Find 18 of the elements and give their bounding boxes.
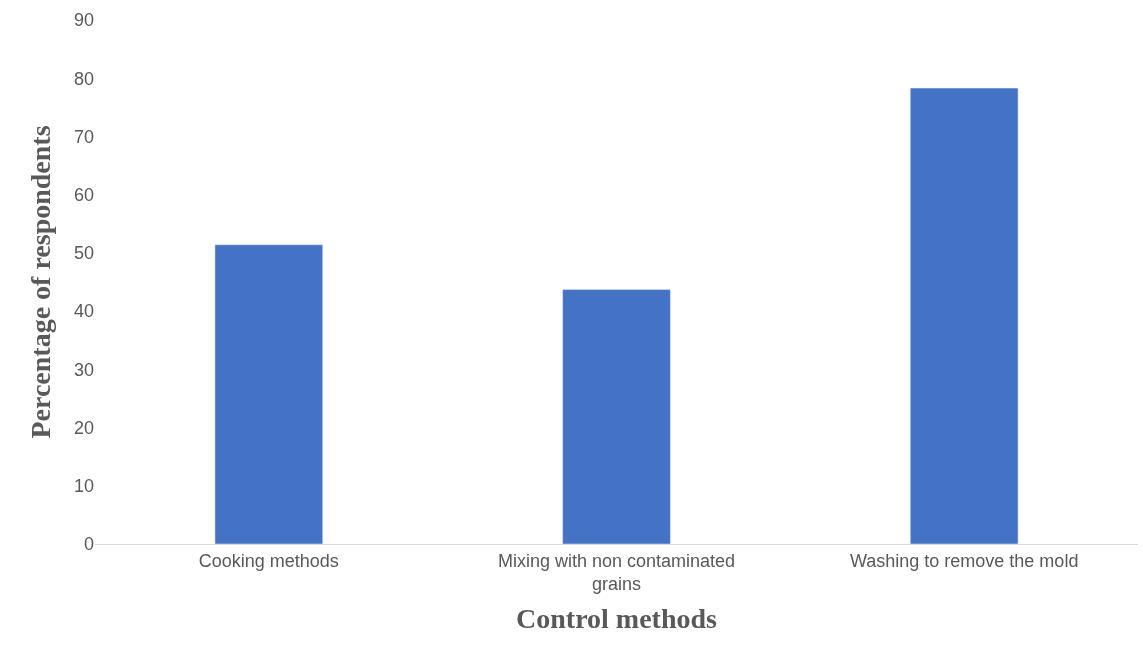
y-tick-label: 20 <box>73 417 94 438</box>
y-tick-label: 70 <box>73 126 94 147</box>
y-tick-label: 10 <box>73 476 94 497</box>
y-axis-title: Percentage of respondents <box>24 125 56 439</box>
x-axis-title: Control methods <box>516 603 718 635</box>
y-tick-label: 0 <box>83 534 94 555</box>
x-tick-label: Mixing with non contaminated grains <box>497 550 736 594</box>
bar <box>214 244 323 544</box>
x-tick-label: Cooking methods <box>198 550 339 571</box>
y-tick-label: 90 <box>73 10 94 31</box>
bar <box>562 289 671 544</box>
y-tick-label: 50 <box>73 243 94 264</box>
y-tick-label: 40 <box>73 301 94 322</box>
y-tick-label: 80 <box>73 68 94 89</box>
x-tick-label: Washing to remove the mold <box>849 550 1079 571</box>
bar <box>910 87 1019 544</box>
y-tick-label: 30 <box>73 359 94 380</box>
y-tick-label: 60 <box>73 184 94 205</box>
